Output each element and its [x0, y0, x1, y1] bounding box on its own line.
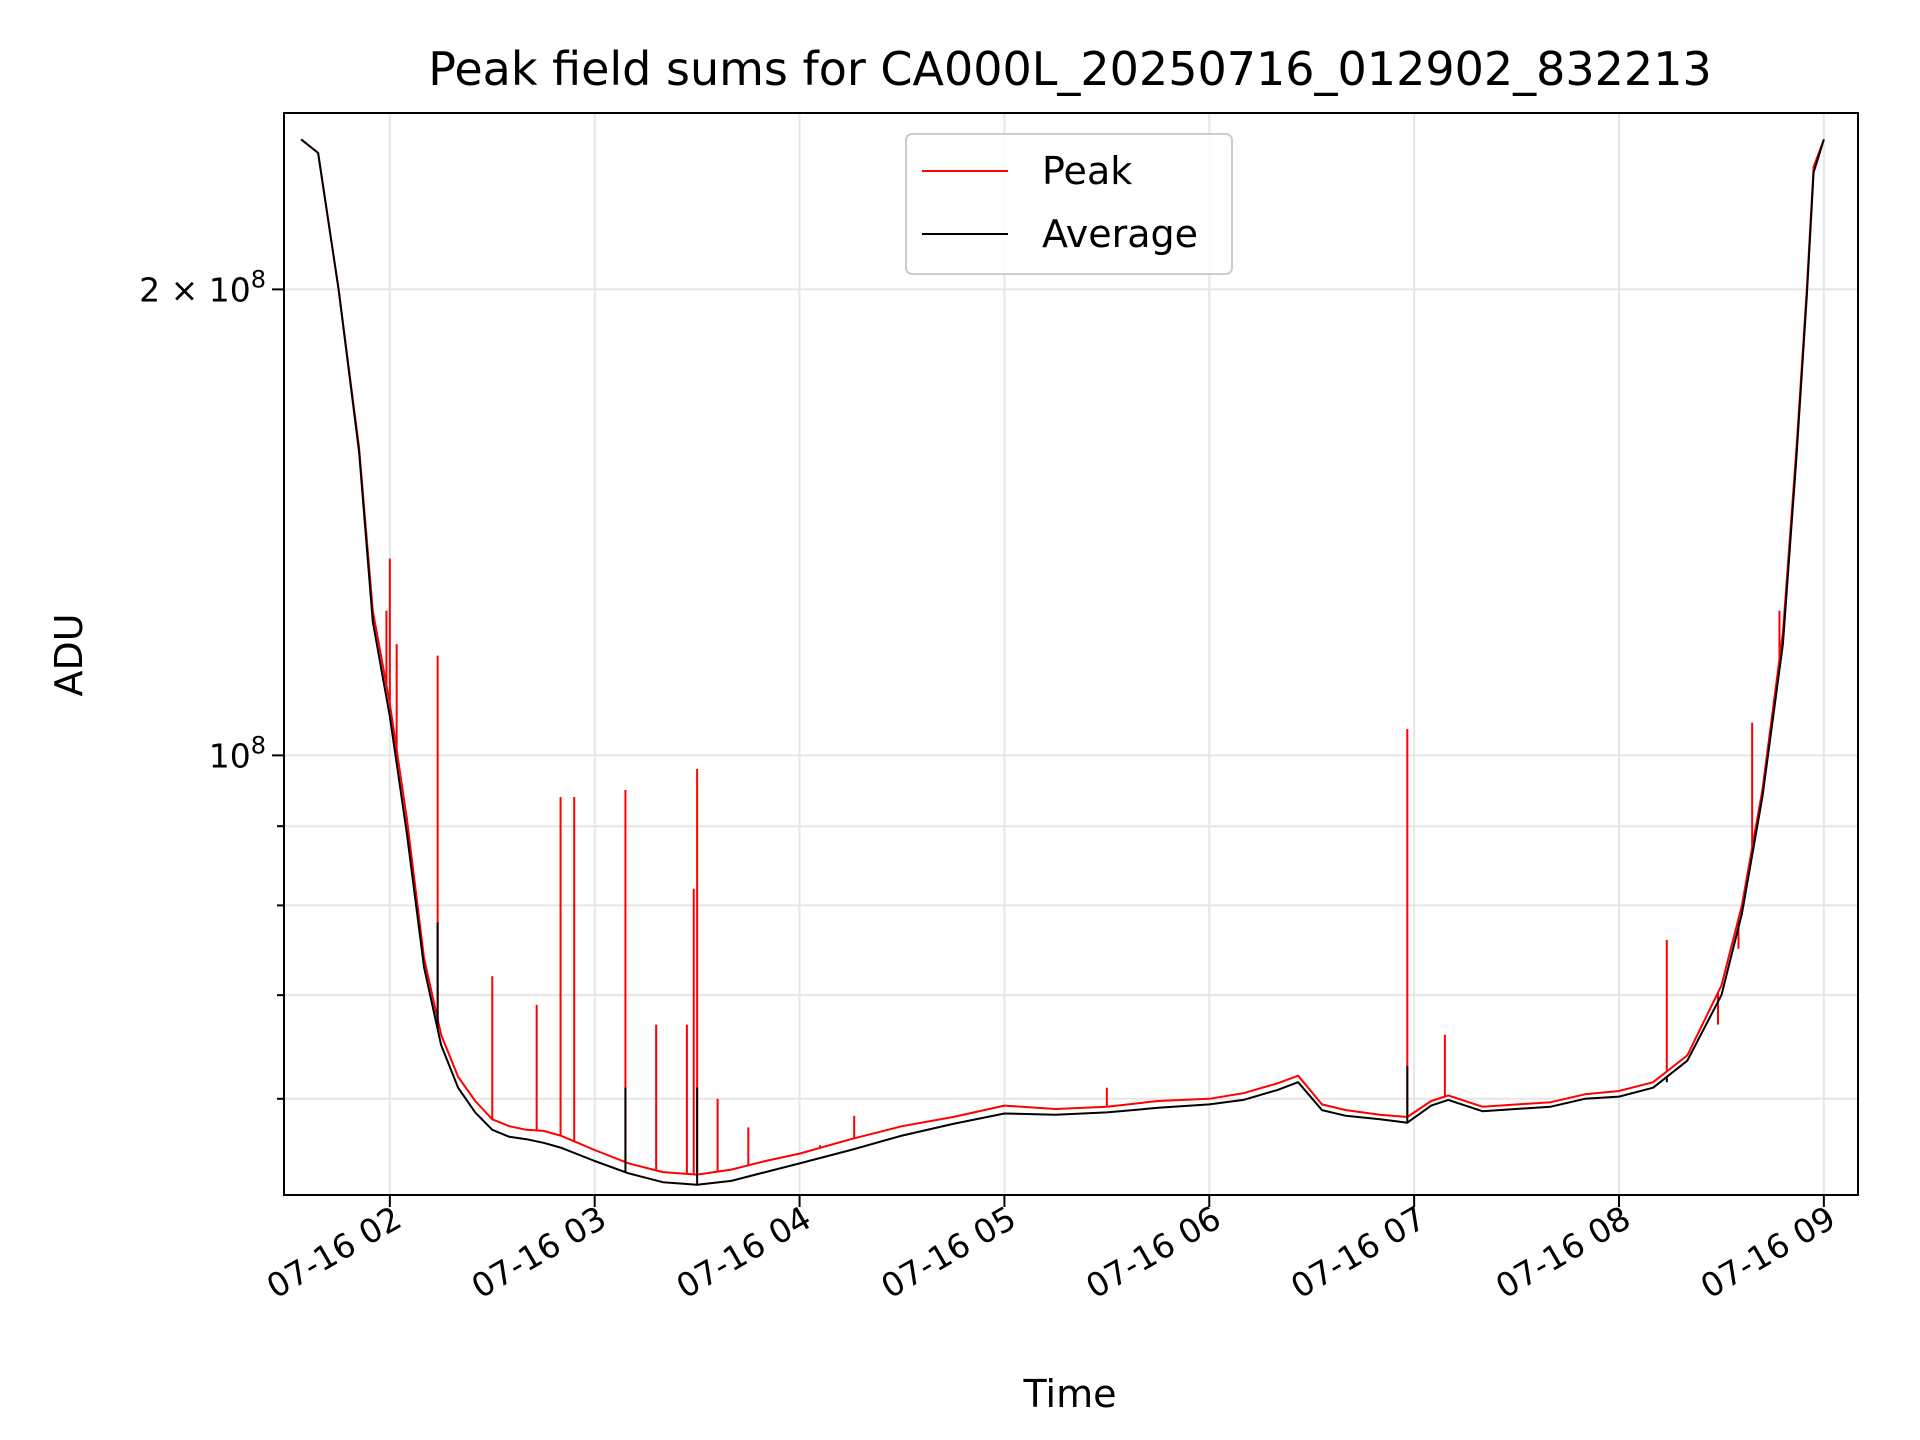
legend: Peak Average: [905, 133, 1233, 275]
plot-frame: [283, 112, 1859, 1196]
legend-label-peak: Peak: [1042, 149, 1132, 193]
series-line-average: [300, 138, 1825, 1186]
y-tick-label: 108: [209, 731, 266, 775]
legend-label-average: Average: [1042, 212, 1198, 256]
grid-lines: [284, 113, 1858, 1195]
y-axis: 2 × 108 108: [139, 265, 284, 1100]
chart-title: Peak field sums for CA000L_20250716_0129…: [428, 42, 1711, 96]
series-line-peak: [300, 138, 1825, 1176]
series-layer: [300, 138, 1825, 1186]
y-tick-label: 2 × 108: [139, 265, 266, 309]
y-axis-label: ADU: [47, 613, 91, 696]
legend-box: [905, 133, 1233, 275]
x-axis-label: Time: [1023, 1372, 1117, 1416]
